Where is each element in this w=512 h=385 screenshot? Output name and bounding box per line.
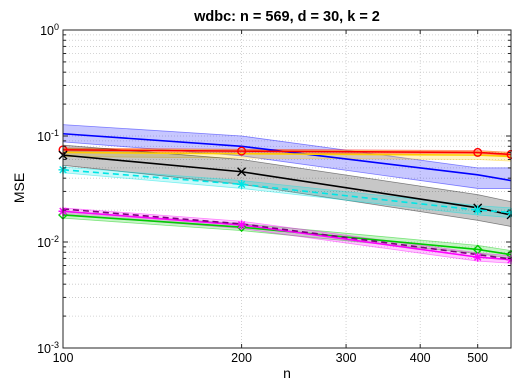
- series-1-line: [62, 132, 512, 182]
- series-7-marker: [473, 252, 483, 262]
- y-tick-label: 100: [40, 22, 59, 38]
- grid: [63, 30, 511, 349]
- x-tick-label: 200: [231, 351, 252, 365]
- x-axis-label: n: [283, 365, 291, 381]
- series-8-line: [62, 208, 512, 260]
- series-4-marker: [237, 167, 247, 177]
- series-3-line: [62, 151, 512, 158]
- x-tick-label: 500: [467, 351, 488, 365]
- series-lines: [62, 132, 512, 261]
- series-2-marker: [237, 146, 247, 156]
- x-tick-label: 400: [410, 351, 431, 365]
- series-6-line: [62, 214, 512, 256]
- series-2-line: [62, 149, 512, 156]
- series-5-marker: [473, 205, 483, 215]
- series-5-marker: [237, 179, 247, 189]
- series-5-line: [62, 168, 512, 214]
- series-markers: [58, 145, 512, 265]
- y-tick-label: 10-1: [37, 128, 59, 144]
- series-6-marker: [236, 222, 247, 233]
- series-7-marker: [237, 220, 247, 230]
- y-tick-label: 10-2: [37, 234, 59, 250]
- y-axis-label: MSE: [11, 173, 27, 203]
- series-7-line: [62, 210, 512, 261]
- x-tick-label: 100: [53, 351, 74, 365]
- y-tick-label: 10-3: [37, 340, 59, 356]
- series-2-marker: [473, 147, 483, 157]
- chart-title: wdbc: n = 569, d = 30, k = 2: [193, 9, 380, 25]
- x-tick-label: 300: [336, 351, 357, 365]
- axes-box: [62, 29, 512, 349]
- axes: [62, 29, 512, 349]
- tick-labels: 100 200 300 400 500 10-3 10-2 10-1 100: [37, 22, 488, 365]
